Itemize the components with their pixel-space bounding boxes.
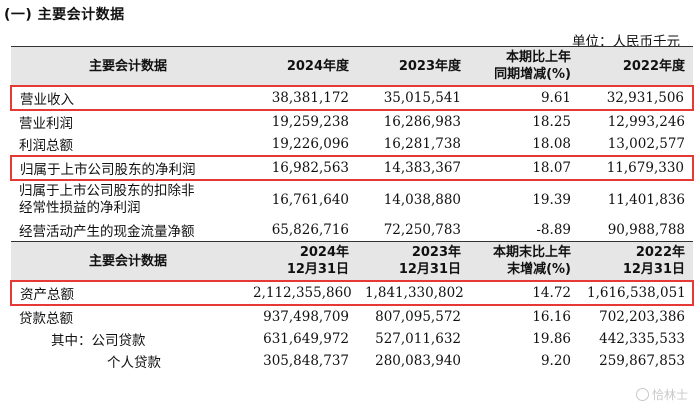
value-cell-2022: 11,679,330 [579,155,694,181]
value-cell-2023: 1,841,330,802 [357,280,469,306]
table-header-annual-cell: 主要会计数据 [11,46,245,87]
watermark: 恰林士 [635,386,688,403]
highlighted-table-row: 归属于上市公司股东的净利润 16,982,563 14,383,367 18.07 11… [10,155,694,181]
change-pct-cell: 9.20 [540,353,571,369]
row-label: 个人贷款 [107,355,161,371]
change-pct-cell: 16.16 [532,309,571,325]
table-row: 营业利润 19,259,238 16,286,983 18.25 12,993,246 [11,110,693,133]
value-cell-2022: 259,867,853 [599,353,685,369]
change-pct-cell: -8.89 [536,222,571,238]
watermark-text: 恰林士 [651,388,688,402]
value-cell-2022: 11,401,836 [607,192,685,208]
value-cell-2024: 2,112,355,860 [245,280,357,306]
value-cell-2024: 19,226,096 [271,136,349,152]
value-cell-2024: 937,498,709 [263,309,349,325]
value-cell-2023: 14,383,367 [357,155,469,181]
value-cell-2024: 16,761,640 [271,192,349,208]
table-row: 归属于上市公司股东的扣除非 经常性损益的净利润 16,761,640 14,038,… [11,180,693,219]
row-label: 利润总额 [19,138,73,154]
row-label: 归属于上市公司股东的扣除非 经常性损益的净利润 [19,183,195,216]
table-header-yearend: 主要会计数据 2024年 12月31日 2023年 12月31日 本期末比上年 末增减… [11,241,693,282]
value-cell-2023: 807,095,572 [375,309,461,325]
value-cell-2024: 16,982,563 [245,155,357,181]
table-header-annual-cell: 2022年度 [579,46,693,87]
table-row: 个人贷款 305,848,737 280,083,940 9.20 259,867,85… [11,350,693,372]
highlighted-table-row: 营业收入 38,381,172 35,015,541 9.61 32,931,506 [10,85,694,111]
value-cell-2023: 280,083,940 [375,353,461,369]
highlighted-table-row: 资产总额 2,112,355,860 1,841,330,802 14.72 1,616… [10,280,694,306]
value-cell-2022: 12,993,246 [607,114,685,130]
row-label: 其中：公司贷款 [51,333,146,349]
value-cell-2023: 72,250,783 [383,222,461,238]
row-label: 贷款总额 [19,311,73,327]
table-header-annual: 主要会计数据 2024年度 2023年度 本期比上年 同期增减(%) 2022年度 [11,46,693,87]
table-header-annual-cell: 本期比上年 同期增减(%) [469,46,579,87]
table-header-yearend-cell: 2023年 12月31日 [357,241,469,282]
value-cell-2022: 442,335,533 [599,331,685,347]
value-cell-2022: 90,988,788 [607,222,685,238]
unit-label: 单位：人民币千元 [572,34,680,50]
table-header-yearend-cell: 本期末比上年 末增减(%) [469,241,579,282]
row-label: 资产总额 [10,280,245,306]
value-cell-2023: 527,011,632 [375,331,461,347]
financial-data-table: 主要会计数据 2024年度 2023年度 本期比上年 同期增减(%) 2022年度 营业收… [10,46,694,372]
table-row: 经营活动产生的现金流量净额 65,826,716 72,250,783 -8.89 90… [11,219,693,242]
value-cell-2023: 35,015,541 [357,85,469,111]
value-cell-2023: 16,281,738 [383,136,461,152]
row-label: 营业收入 [10,85,245,111]
row-label: 经营活动产生的现金流量净额 [19,224,195,240]
row-label: 营业利润 [19,116,73,132]
table-header-yearend-cell: 主要会计数据 [11,241,245,282]
value-cell-2024: 38,381,172 [245,85,357,111]
change-pct-cell: 19.86 [532,331,571,347]
watermark-icon [635,388,649,401]
change-pct-cell: 19.39 [532,192,571,208]
value-cell-2022: 702,203,386 [599,309,685,325]
table-row: 其中：公司贷款 631,649,972 527,011,632 19.86 442,33… [11,328,693,350]
table-header-yearend-cell: 2022年 12月31日 [579,241,693,282]
value-cell-2023: 14,038,880 [383,192,461,208]
value-cell-2022: 32,931,506 [579,85,694,111]
section-title: (一) 主要会计数据 [4,7,125,23]
table-row: 贷款总额 937,498,709 807,095,572 16.16 702,203,3… [11,305,693,328]
row-label: 归属于上市公司股东的净利润 [10,155,245,181]
change-pct-cell: 14.72 [469,280,579,306]
change-pct-cell: 18.07 [469,155,579,181]
value-cell-2024: 631,649,972 [263,331,349,347]
table-header-yearend-cell: 2024年 12月31日 [245,241,357,282]
change-pct-cell: 9.61 [469,85,579,111]
change-pct-cell: 18.08 [532,136,571,152]
value-cell-2023: 16,286,983 [383,114,461,130]
value-cell-2024: 19,259,238 [271,114,349,130]
value-cell-2024: 305,848,737 [263,353,349,369]
value-cell-2022: 1,616,538,051 [579,280,694,306]
change-pct-cell: 18.25 [532,114,571,130]
value-cell-2022: 13,002,577 [607,136,685,152]
table-header-annual-cell: 2024年度 [245,46,357,87]
table-header-annual-cell: 2023年度 [357,46,469,87]
table-row: 利润总额 19,226,096 16,281,738 18.08 13,002,577 [11,133,693,156]
value-cell-2024: 65,826,716 [271,222,349,238]
